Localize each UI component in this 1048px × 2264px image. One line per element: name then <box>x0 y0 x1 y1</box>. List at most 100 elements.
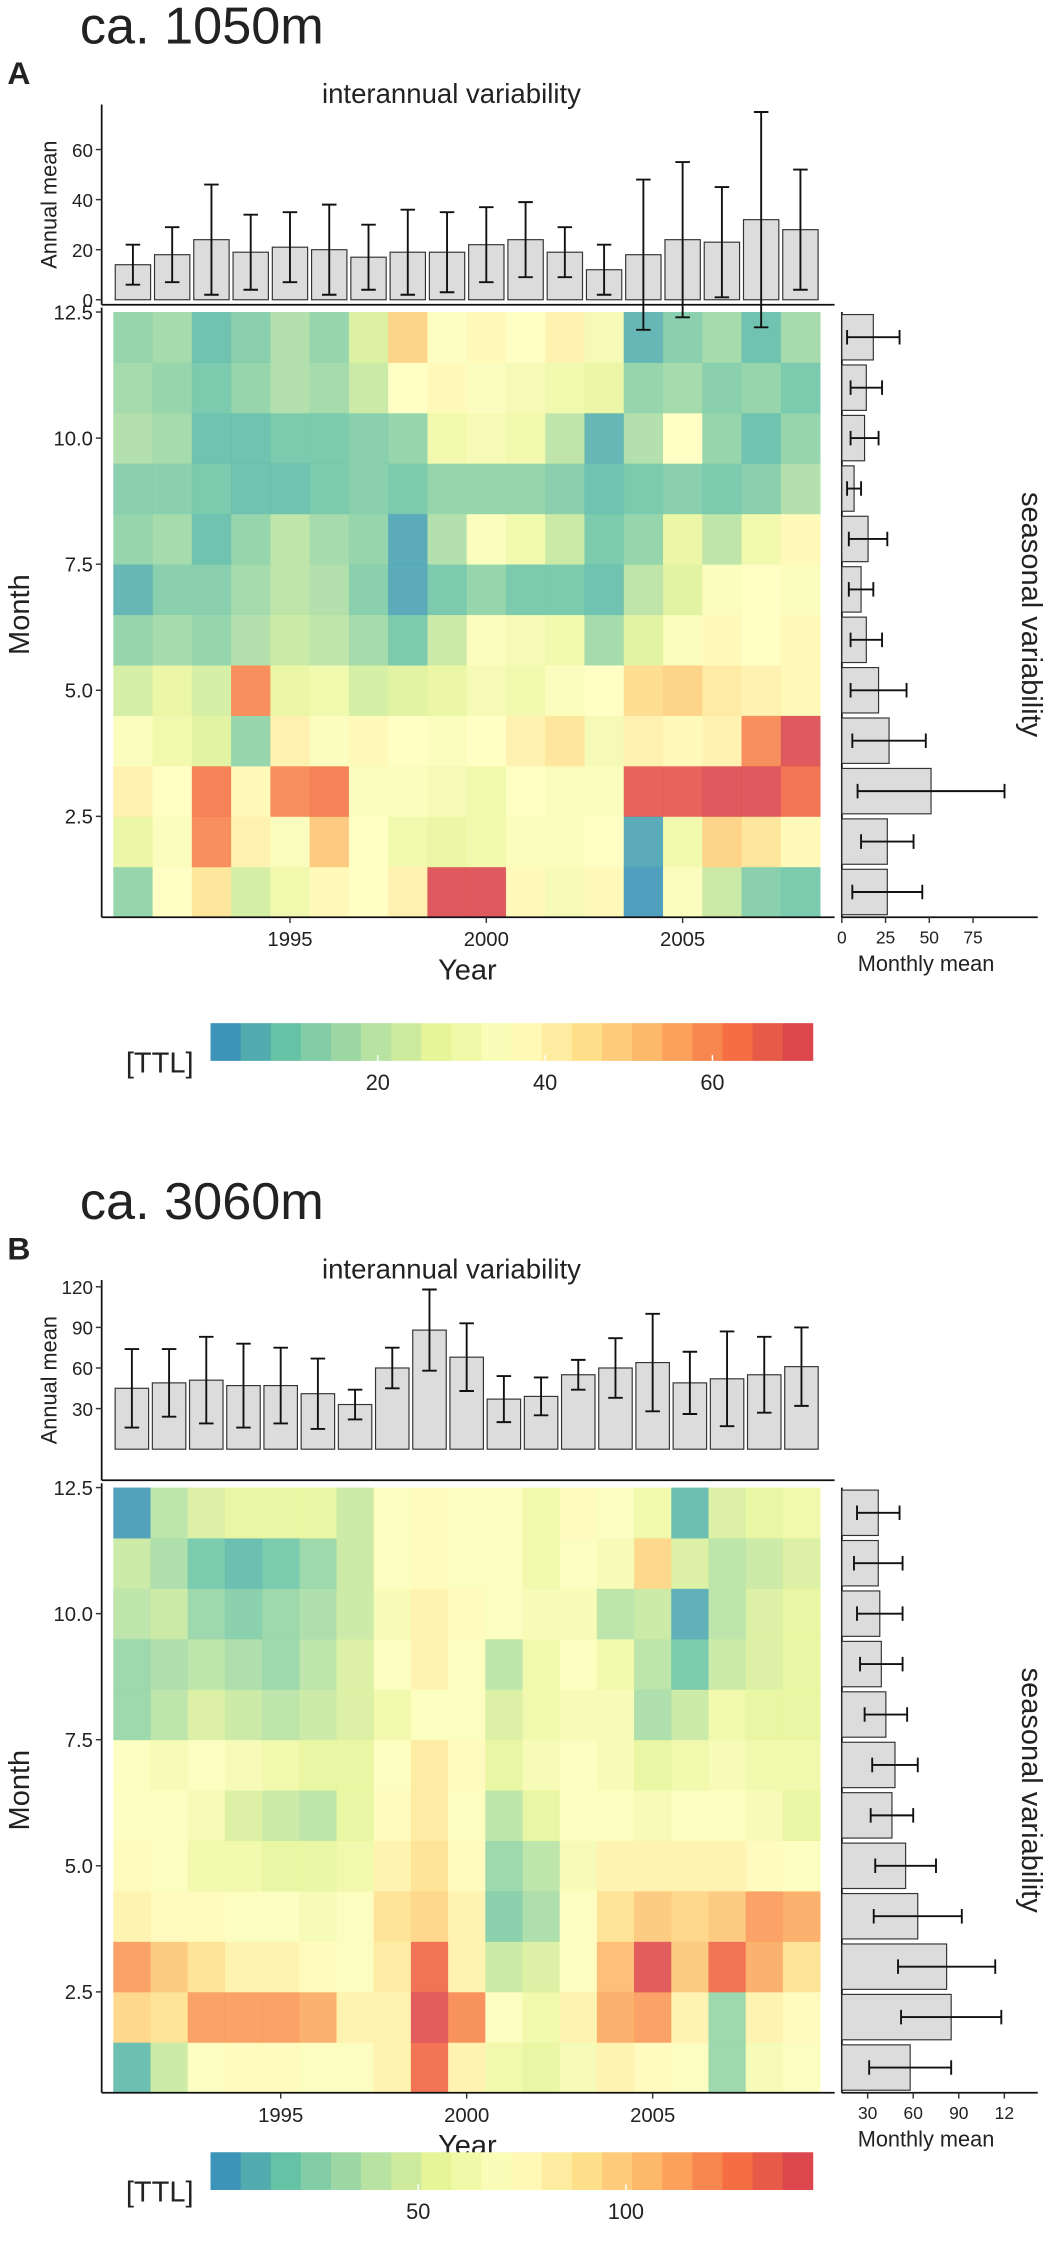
x-tick-label: 2005 <box>660 929 705 951</box>
heat-cell <box>782 1891 821 1942</box>
seasonal-error-bar <box>868 2060 953 2075</box>
colorbar-step <box>692 2152 723 2190</box>
heat-cell <box>336 2042 375 2094</box>
heat-cell <box>634 1790 672 1842</box>
seasonal-error-bar <box>869 1808 915 1823</box>
heat-cell <box>113 1638 151 1690</box>
colorbar-step <box>571 2152 603 2190</box>
heat-cell <box>505 765 546 817</box>
colorbar-step <box>481 1023 513 1061</box>
annual-error-bar <box>385 1346 400 1390</box>
heat-cell <box>545 866 585 918</box>
heat-cell <box>410 1991 449 2043</box>
heat-cell <box>270 614 311 666</box>
annual-error-bar <box>757 1335 772 1414</box>
heat-cell <box>113 1588 151 1640</box>
heat-cell <box>113 362 153 414</box>
heat-cell <box>745 1588 784 1640</box>
annual-y-tick-label: 0 <box>82 290 93 311</box>
y-tick-label: 12.5 <box>53 1478 93 1500</box>
colorbar-step <box>571 1023 603 1061</box>
heat-cell <box>299 1790 337 1842</box>
heat-cell <box>309 614 350 666</box>
heat-cell <box>741 463 782 515</box>
heat-cell <box>559 1991 598 2043</box>
seasonal-x-title: Monthly mean <box>858 951 995 976</box>
heat-cell <box>584 312 625 363</box>
heat-cell <box>187 1739 226 1791</box>
heat-cell <box>584 513 625 565</box>
heat-cell <box>522 2042 561 2094</box>
heat-cell <box>262 1991 300 2043</box>
seasonal-x-tick-label: 0 <box>837 927 847 947</box>
heat-cell <box>270 866 311 918</box>
heat-cell <box>634 1588 672 1640</box>
panel-letter: B <box>7 1231 30 1267</box>
heat-cell <box>634 1638 672 1690</box>
heat-cell <box>262 2042 300 2094</box>
annual-error-bar <box>753 111 769 329</box>
heat-cell <box>224 1790 263 1842</box>
annual-error-bar <box>682 1350 698 1415</box>
colorbar-step <box>722 1023 754 1061</box>
colorbar-tick-label: 60 <box>700 1070 724 1095</box>
heat-cell <box>113 463 153 515</box>
heat-cell <box>485 1689 523 1741</box>
colorbar-step <box>752 2152 784 2190</box>
annual-y-tick-label: 120 <box>62 1277 93 1298</box>
x-axis-title: Year <box>438 955 497 987</box>
heat-cell <box>466 312 507 363</box>
y-tick-label: 2.5 <box>65 807 93 829</box>
heat-cell <box>708 2042 747 2094</box>
heat-cell <box>745 2042 784 2094</box>
seasonal-error-bar <box>846 481 863 496</box>
heat-cell <box>745 1790 784 1842</box>
annual-error-bar <box>596 243 612 296</box>
heat-cell <box>152 765 193 817</box>
heat-cell <box>113 1537 151 1589</box>
seasonal-error-bar <box>871 1757 919 1773</box>
heat-cell <box>485 1588 523 1640</box>
annual-error-bar <box>675 161 690 319</box>
annual-bar <box>412 1329 447 1450</box>
heat-cell <box>309 312 350 363</box>
y-tick-label: 5.0 <box>65 1856 93 1878</box>
y-tick-label: 2.5 <box>65 1982 93 2004</box>
heat-cell <box>191 564 232 616</box>
heat-cell <box>270 412 311 464</box>
heat-cell <box>545 513 585 565</box>
heat-cell <box>522 1537 561 1589</box>
heat-cell <box>596 1991 635 2043</box>
top-title: interannual variability <box>322 78 581 109</box>
colorbar-step <box>210 1023 242 1061</box>
heat-cell <box>782 1689 821 1741</box>
annual-error-bar <box>793 168 808 291</box>
colorbar-step <box>391 1023 422 1061</box>
heat-cell <box>150 1537 189 1589</box>
heat-cell <box>373 1487 412 1539</box>
annual-error-bar <box>400 208 416 296</box>
heat-cell <box>348 412 389 464</box>
heat-cell <box>224 2042 263 2094</box>
heat-cell <box>113 715 153 767</box>
seasonal-error-bar <box>874 1858 937 1874</box>
heat-cell <box>596 1790 635 1842</box>
heat-cell <box>745 1739 784 1791</box>
colorbar-step <box>632 1023 663 1061</box>
heat-cell <box>663 614 703 666</box>
heat-cell <box>410 2042 449 2094</box>
heat-cell <box>150 1840 189 1892</box>
x-tick-label: 2005 <box>630 2105 675 2127</box>
heat-cell <box>596 1739 635 1791</box>
heat-cell <box>559 1891 598 1942</box>
heat-cell <box>410 1638 449 1690</box>
colorbar-tick-label: 20 <box>366 1070 390 1095</box>
heat-cell <box>150 1689 189 1741</box>
heat-cell <box>448 1487 486 1539</box>
heat-cell <box>336 1689 375 1741</box>
heat-cell <box>309 816 350 868</box>
colorbar-step <box>391 2152 422 2190</box>
heat-cell <box>663 362 703 414</box>
heat-cell <box>348 513 389 565</box>
heat-cell <box>584 715 625 767</box>
